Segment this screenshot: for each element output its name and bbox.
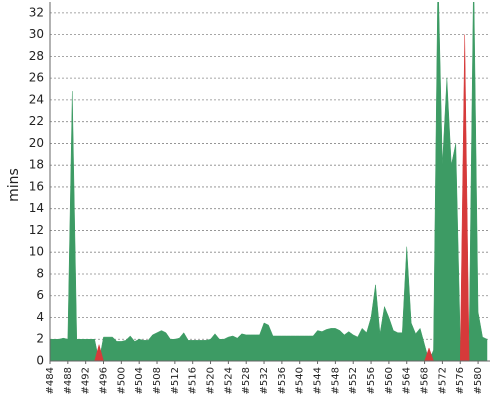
x-tick-label: #556 <box>366 367 377 394</box>
area <box>428 2 465 361</box>
area <box>464 2 488 361</box>
x-tick-label: #508 <box>152 367 163 394</box>
x-tick-label: #528 <box>241 367 252 394</box>
y-tick-label: 22 <box>29 114 44 128</box>
plot-area <box>50 2 488 361</box>
x-tick-label: #504 <box>134 367 145 394</box>
area <box>424 347 434 361</box>
y-tick-label: 28 <box>29 49 44 63</box>
x-tick-label: #540 <box>295 367 306 394</box>
y-tick-label: 8 <box>36 266 44 280</box>
grid <box>50 12 490 362</box>
y-tick-label: 24 <box>29 92 44 106</box>
x-tick-label: #568 <box>420 367 431 394</box>
y-tick-label: 6 <box>36 288 44 302</box>
y-tick-label: 10 <box>29 245 44 259</box>
x-tick-label: #536 <box>277 367 288 394</box>
area <box>50 91 100 361</box>
area <box>459 34 470 361</box>
x-tick-label: #532 <box>259 367 270 394</box>
x-tick-label: #548 <box>330 367 341 394</box>
x-tick-label: #580 <box>473 367 484 394</box>
x-tick-label: #564 <box>402 367 413 394</box>
x-tick-label: #552 <box>348 367 359 394</box>
y-tick-label: 32 <box>29 5 44 19</box>
y-tick-label: 12 <box>29 223 44 237</box>
y-tick-label: 14 <box>29 201 44 215</box>
y-tick-label: 18 <box>29 158 44 172</box>
x-tick-label: #512 <box>170 367 181 394</box>
y-tick-label: 16 <box>29 179 44 193</box>
y-tick-label: 0 <box>36 354 44 368</box>
y-tick-label: 20 <box>29 136 44 150</box>
area <box>98 246 430 361</box>
x-tick-label: #544 <box>313 367 324 394</box>
y-tick-label: 4 <box>36 310 44 324</box>
x-tick-label: #516 <box>188 367 199 394</box>
x-tick-label: #500 <box>116 367 127 394</box>
x-tick-label: #520 <box>206 367 217 394</box>
x-tick-label: #524 <box>223 367 234 394</box>
x-tick-label: #484 <box>45 367 56 394</box>
x-tick-label: #492 <box>81 367 92 394</box>
y-tick-label: 2 <box>36 332 44 346</box>
x-tick-label: #488 <box>63 367 74 394</box>
y-tick-label: 26 <box>29 71 44 85</box>
x-tick-label: #496 <box>99 367 110 394</box>
y-axis-label: mins <box>6 168 22 202</box>
y-tick-label: 30 <box>29 27 44 41</box>
x-tick-label: #572 <box>437 367 448 394</box>
x-tick-label: #576 <box>455 367 466 394</box>
x-tick-label: #560 <box>384 367 395 394</box>
area <box>94 343 104 361</box>
